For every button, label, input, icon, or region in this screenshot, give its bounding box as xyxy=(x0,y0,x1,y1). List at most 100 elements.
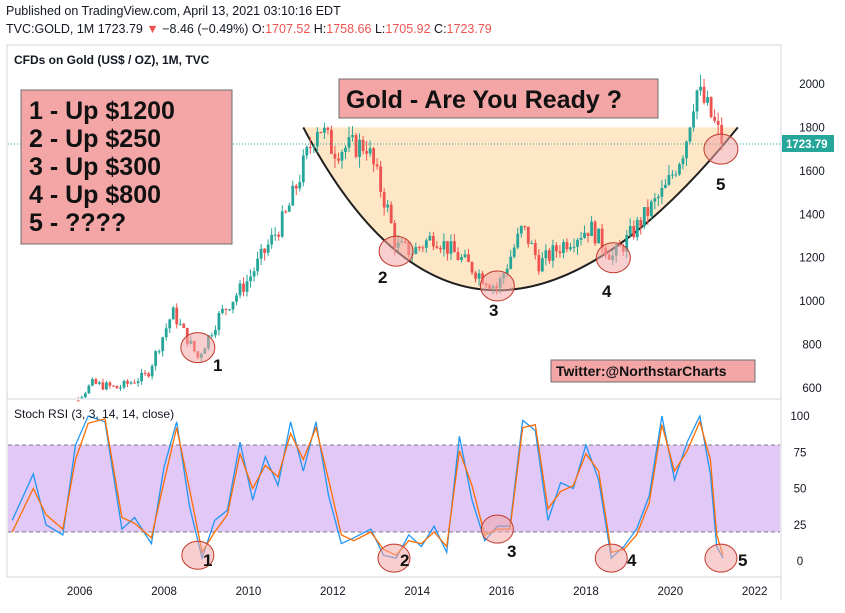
price-y-tick-800: 800 xyxy=(802,340,821,352)
price-y-tick-2000: 2000 xyxy=(799,79,825,91)
candle-body-178 xyxy=(678,164,681,175)
candle-body-46 xyxy=(214,329,217,336)
candle-body-110 xyxy=(439,248,442,250)
candle-body-65 xyxy=(280,211,284,237)
x-tick-2014: 2014 xyxy=(404,586,430,598)
candle-body-155 xyxy=(597,228,601,244)
list-item-3: 3 - Up $300 xyxy=(29,153,161,181)
candle-body-145 xyxy=(562,241,565,254)
price-marker-3: 3 xyxy=(489,301,498,320)
candle-body-82 xyxy=(340,151,344,161)
candle-body-62 xyxy=(270,234,274,245)
candle-body-150 xyxy=(579,237,583,240)
candle-body-97 xyxy=(393,223,397,248)
stoch-y-tick-100: 100 xyxy=(790,411,809,423)
candle-body-114 xyxy=(453,241,456,253)
candle-body-22 xyxy=(129,382,133,384)
candle-body-59 xyxy=(259,248,263,259)
candle-body-180 xyxy=(685,141,688,159)
headline-text: Gold - Are You Ready ? xyxy=(346,86,622,114)
candle-body-185 xyxy=(702,86,706,103)
candle-body-30 xyxy=(157,351,161,353)
candle-body-66 xyxy=(284,211,288,213)
candle-body-153 xyxy=(590,221,593,237)
x-tick-2022: 2022 xyxy=(742,586,768,598)
price-circle-5 xyxy=(703,133,739,165)
candle-body-187 xyxy=(709,97,713,117)
candle-body-181 xyxy=(688,127,692,142)
candle-body-170 xyxy=(649,201,653,216)
x-tick-2012: 2012 xyxy=(320,586,346,598)
candle-body-188 xyxy=(713,116,717,121)
x-tick-2016: 2016 xyxy=(489,586,515,598)
candle-body-139 xyxy=(540,258,544,272)
candle-body-9 xyxy=(83,393,87,398)
candle-body-26 xyxy=(143,372,147,374)
candle-body-20 xyxy=(122,380,126,388)
candle-body-28 xyxy=(150,365,154,377)
stoch-y-tick-25: 25 xyxy=(794,520,807,532)
list-item-5: 5 - ???? xyxy=(29,209,126,237)
candle-body-47 xyxy=(217,312,221,330)
price-circle-3 xyxy=(479,270,515,302)
candle-body-68 xyxy=(291,185,295,206)
candle-body-117 xyxy=(463,254,467,258)
candle-body-49 xyxy=(224,308,228,310)
candle-body-179 xyxy=(681,158,685,165)
candle-body-113 xyxy=(449,241,453,254)
candle-body-165 xyxy=(632,226,636,238)
twitter-box xyxy=(550,359,756,383)
candle-body-108 xyxy=(431,235,435,247)
candle-body-140 xyxy=(544,250,548,259)
price-y-tick-1800: 1800 xyxy=(799,122,825,134)
candle-body-163 xyxy=(625,234,629,252)
candle-body-121 xyxy=(477,273,481,279)
candle-body-103 xyxy=(414,247,418,254)
candle-body-130 xyxy=(509,256,513,269)
low-label: L: xyxy=(374,22,386,36)
candle-body-33 xyxy=(168,319,172,329)
candle-body-106 xyxy=(424,240,428,248)
price-marker-1: 1 xyxy=(213,356,222,375)
candle-body-55 xyxy=(245,281,249,292)
candle-body-23 xyxy=(133,382,136,384)
publish-line: Published on TradingView.com, April 13, … xyxy=(6,4,341,18)
list-item-4: 4 - Up $800 xyxy=(29,181,161,209)
candle-body-51 xyxy=(231,301,235,310)
stoch-marker-3: 3 xyxy=(507,542,516,561)
candle-body-151 xyxy=(583,232,586,238)
candle-body-138 xyxy=(537,255,541,272)
candle-body-132 xyxy=(516,233,520,248)
candle-body-29 xyxy=(154,351,158,366)
candle-body-60 xyxy=(263,248,267,253)
candle-body-8 xyxy=(80,397,84,399)
price-tag-label: 1723.79 xyxy=(786,139,828,151)
price-pane-title: CFDs on Gold (US$ / OZ), 1M, TVC xyxy=(14,53,210,67)
twitter-handle: Twitter:@NorthstarCharts xyxy=(556,363,727,379)
candle-body-54 xyxy=(242,283,245,292)
candle-body-104 xyxy=(417,247,421,249)
candle-body-34 xyxy=(171,307,175,320)
candle-body-76 xyxy=(319,131,323,133)
list-box xyxy=(20,89,233,245)
candle-body-78 xyxy=(326,127,330,130)
candle-body-92 xyxy=(375,164,379,167)
candle-body-169 xyxy=(646,207,650,216)
price-y-tick-1600: 1600 xyxy=(799,166,825,178)
candle-body-109 xyxy=(435,246,439,249)
x-tick-2018: 2018 xyxy=(573,586,599,598)
candle-body-119 xyxy=(470,262,474,273)
price-marker-2: 2 xyxy=(378,268,387,287)
candle-body-86 xyxy=(354,135,358,157)
candle-body-111 xyxy=(442,241,446,250)
candle-body-120 xyxy=(474,272,477,279)
candle-body-12 xyxy=(94,379,98,384)
candle-body-91 xyxy=(372,148,376,165)
candle-body-149 xyxy=(576,239,579,247)
candle-body-73 xyxy=(308,147,312,149)
stoch-marker-2: 2 xyxy=(400,551,409,570)
candle-body-10 xyxy=(87,385,91,394)
candle-body-184 xyxy=(699,86,702,91)
candle-body-63 xyxy=(273,234,277,236)
